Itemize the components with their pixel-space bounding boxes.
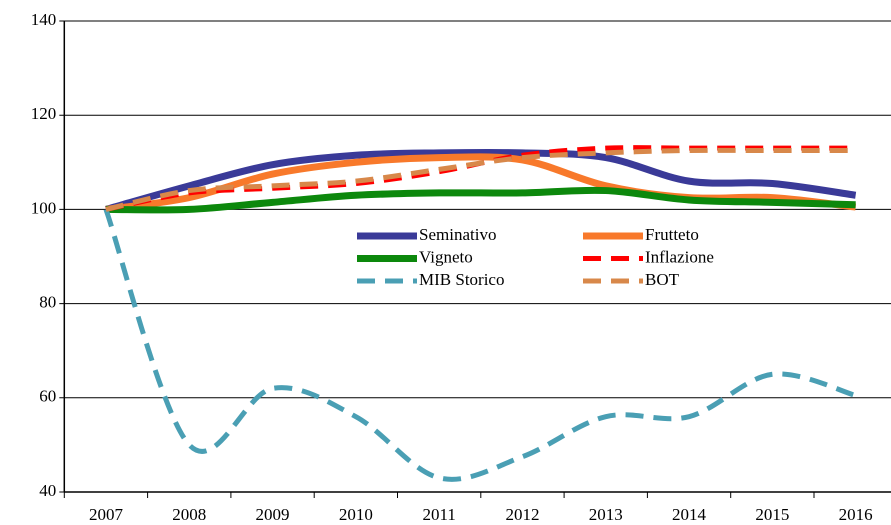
series-line [105,147,856,212]
x-tick-label: 2012 [505,505,539,524]
y-tick-label: 40 [39,481,56,500]
x-tick-label: 2011 [422,505,455,524]
x-tick-label: 2009 [256,505,290,524]
x-tick-label: 2007 [89,505,124,524]
x-tick-label: 2015 [755,505,789,524]
legend-label: Inflazione [645,247,714,266]
x-tick-label: 2010 [339,505,373,524]
y-tick-label: 100 [31,198,57,217]
legend-label: BOT [645,270,680,289]
x-tick-label: 2016 [839,505,873,524]
y-tick-label: 120 [31,104,57,123]
y-tick-label: 60 [39,387,56,406]
legend-label: MIB Storico [419,270,504,289]
series-line [103,208,857,482]
y-tick-label: 80 [39,293,56,312]
series-line [105,186,856,214]
legend-label: Frutteto [645,225,699,244]
x-tick-label: 2013 [589,505,623,524]
series-line [104,148,857,213]
x-tick-label: 2008 [172,505,206,524]
x-tick-label: 2014 [672,505,707,524]
legend-label: Seminativo [419,225,496,244]
y-tick-label: 140 [31,10,57,29]
legend-label: Vigneto [419,247,473,266]
